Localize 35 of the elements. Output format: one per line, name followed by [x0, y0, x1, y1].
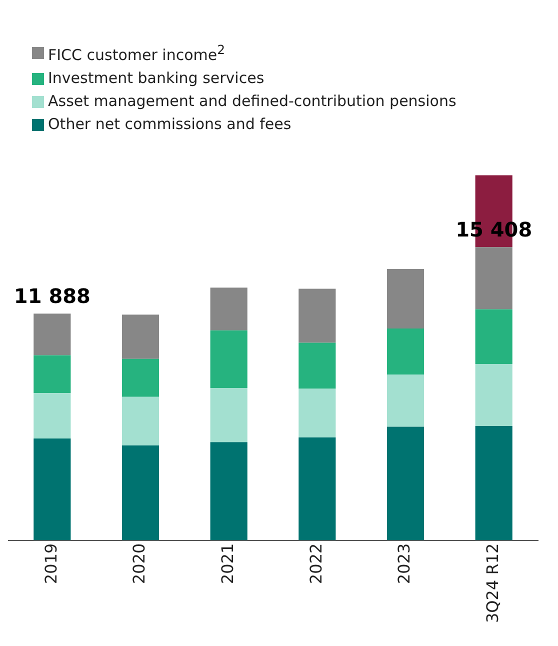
bar: [475, 426, 512, 540]
x-tick-label: 2023: [394, 543, 414, 584]
bar: [210, 388, 248, 442]
bar: [475, 364, 512, 426]
bar: [34, 393, 71, 438]
legend-label: Asset management and defined-contribution pensions: [48, 91, 456, 112]
x-tick-label: 3Q24 R12: [482, 543, 502, 624]
bar: [298, 388, 336, 438]
bar: [386, 426, 424, 540]
x-tick-label: 2019: [41, 543, 60, 584]
bar: [122, 358, 160, 397]
bar: [475, 247, 512, 310]
bar: [298, 437, 336, 540]
bar: [210, 442, 248, 540]
bar: [34, 355, 71, 394]
annotation: 11 888: [14, 284, 90, 308]
x-tick-label: 2021: [218, 543, 237, 584]
bar: [298, 342, 336, 389]
bar: [475, 309, 512, 364]
legend-label: FICC customer income$^{2}$: [48, 41, 226, 66]
bar: [122, 396, 160, 446]
bar: [386, 374, 424, 427]
bar: [386, 269, 424, 329]
x-tick-label: 2022: [306, 543, 326, 584]
x-tick-label: 2020: [130, 543, 149, 584]
bar: [122, 314, 160, 359]
legend-label: Other net commissions and fees: [48, 114, 292, 135]
bar: [210, 330, 248, 388]
bar: [210, 288, 248, 330]
bar: [386, 328, 424, 375]
legend-label: Investment banking services: [48, 68, 264, 89]
bar: [34, 438, 71, 540]
bar: [122, 445, 160, 540]
bar: [34, 314, 71, 356]
bar: [298, 288, 336, 343]
